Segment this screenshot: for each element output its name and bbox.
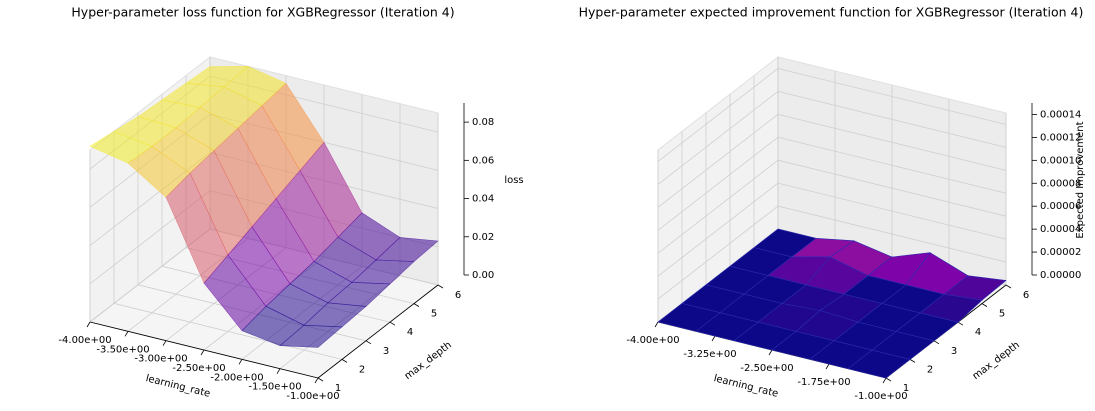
grid-line bbox=[777, 113, 1007, 171]
grid-line bbox=[657, 68, 779, 162]
y-tick bbox=[885, 377, 892, 382]
x-tick-label: -1.00e+00 bbox=[854, 391, 907, 402]
y-tick bbox=[981, 303, 988, 307]
x-tick bbox=[314, 377, 319, 384]
z-tick-label: 0.00010 bbox=[1040, 155, 1081, 166]
y-axis-label: max_depth bbox=[971, 340, 1022, 382]
z-tick-label: 0.00 bbox=[472, 270, 494, 281]
x-tick bbox=[768, 349, 773, 356]
x-tick bbox=[711, 335, 716, 342]
x-tick-label: -4.00e+00 bbox=[58, 335, 111, 346]
z-axis-label: loss bbox=[504, 175, 523, 186]
grid-line bbox=[113, 303, 343, 360]
x-axis-label: learning_rate bbox=[144, 373, 211, 400]
z-tick-label: 0.00014 bbox=[1040, 109, 1081, 120]
x-tick bbox=[654, 321, 659, 328]
surface-patch bbox=[279, 324, 343, 348]
y-tick bbox=[909, 359, 916, 363]
x-tick bbox=[124, 331, 129, 337]
y-tick bbox=[413, 303, 420, 307]
y-tick bbox=[317, 377, 324, 382]
panel-title: Hyper-parameter expected improvement fun… bbox=[579, 5, 1084, 20]
y-tick-label: 2 bbox=[927, 364, 933, 375]
y-tick-label: 3 bbox=[383, 346, 389, 357]
z-tick-label: 0.00006 bbox=[1040, 201, 1081, 212]
y-tick-label: 2 bbox=[359, 364, 365, 375]
y-tick bbox=[957, 321, 964, 326]
x-tick-label: -2.50e+00 bbox=[740, 363, 793, 374]
grid-line bbox=[657, 205, 779, 300]
grid-line bbox=[777, 182, 1007, 240]
x-tick-label: -1.50e+00 bbox=[248, 382, 301, 393]
grid-line bbox=[777, 205, 1007, 263]
z-tick-label: 0.00000 bbox=[1040, 270, 1081, 281]
panel-title: Hyper-parameter loss function for XGBReg… bbox=[71, 5, 454, 20]
grid-line bbox=[657, 136, 779, 231]
z-tick-label: 0.02 bbox=[472, 232, 494, 243]
y-axis-label: max_depth bbox=[403, 340, 454, 382]
x-tick bbox=[162, 340, 167, 346]
y-tick bbox=[933, 340, 940, 345]
y-tick-label: 4 bbox=[975, 327, 981, 338]
z-axis-label: Expected Improvement bbox=[1075, 121, 1086, 238]
x-tick-label: -2.00e+00 bbox=[210, 372, 263, 383]
x-tick-label: -1.00e+00 bbox=[286, 391, 339, 402]
z-tick-label: 0.00002 bbox=[1040, 247, 1081, 258]
y-tick-label: 6 bbox=[1023, 290, 1029, 301]
x-tick-label: -3.00e+00 bbox=[134, 354, 187, 365]
z-tick-label: 0.06 bbox=[472, 155, 494, 166]
z-tick-label: 0.00008 bbox=[1040, 178, 1081, 189]
grid-line bbox=[657, 91, 779, 185]
grid-line bbox=[657, 159, 779, 254]
x-tick bbox=[200, 349, 205, 356]
y-tick-label: 6 bbox=[455, 290, 461, 301]
y-tick-label: 1 bbox=[335, 383, 341, 394]
y-tick bbox=[437, 284, 444, 289]
grid-line bbox=[777, 68, 1007, 125]
x-tick-label: -3.25e+00 bbox=[683, 349, 736, 360]
grid-line bbox=[657, 114, 779, 208]
y-tick-label: 4 bbox=[407, 327, 413, 338]
x-tick-label: -1.75e+00 bbox=[797, 377, 850, 388]
y-tick bbox=[1005, 284, 1012, 289]
y-tick-label: 3 bbox=[951, 346, 957, 357]
x-tick bbox=[825, 363, 830, 370]
grid-line bbox=[657, 182, 779, 277]
surface-patch bbox=[847, 349, 911, 379]
z-tick-label: 0.04 bbox=[472, 194, 494, 205]
x-tick bbox=[276, 368, 281, 374]
x-axis-label: learning_rate bbox=[712, 373, 779, 400]
z-tick-label: 0.00012 bbox=[1040, 132, 1081, 143]
y-tick bbox=[365, 340, 372, 345]
grid-line bbox=[777, 136, 1007, 194]
x-tick-label: -2.50e+00 bbox=[172, 363, 225, 374]
x-tick bbox=[882, 377, 887, 384]
y-tick-label: 5 bbox=[999, 309, 1005, 320]
y-tick bbox=[341, 359, 348, 363]
x-tick bbox=[238, 359, 243, 365]
x-tick-label: -3.50e+00 bbox=[96, 344, 149, 355]
x-tick-label: -4.00e+00 bbox=[626, 335, 679, 346]
y-tick-label: 1 bbox=[903, 383, 909, 394]
x-tick bbox=[86, 321, 91, 328]
y-tick-label: 5 bbox=[431, 309, 437, 320]
grid-line bbox=[777, 159, 1007, 217]
x-axis bbox=[89, 321, 319, 379]
z-tick-label: 0.08 bbox=[472, 117, 494, 128]
z-tick-label: 0.00004 bbox=[1040, 224, 1081, 235]
grid-line bbox=[777, 91, 1007, 148]
y-tick bbox=[389, 321, 396, 326]
y-axis bbox=[317, 284, 439, 379]
